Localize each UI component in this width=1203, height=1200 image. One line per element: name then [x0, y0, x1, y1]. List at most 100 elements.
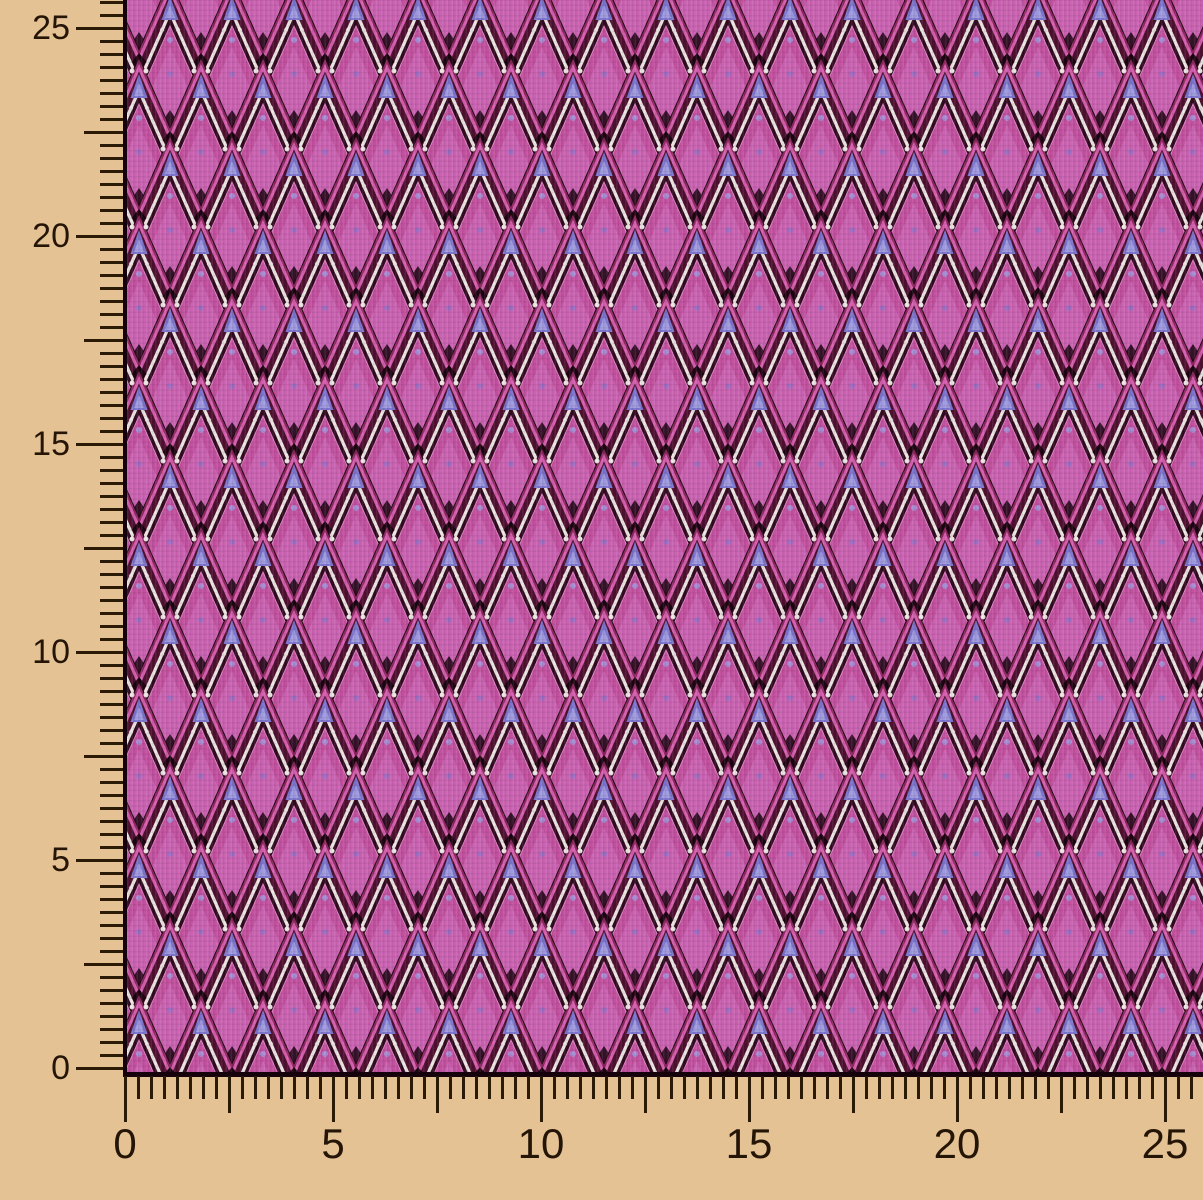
ruler-tick — [76, 234, 123, 238]
ruler-label: 10 — [517, 1120, 565, 1167]
ruler-tick — [357, 1076, 361, 1099]
ruler-tick — [100, 247, 123, 251]
ruler-tick — [799, 1076, 803, 1099]
ruler-tick — [100, 871, 123, 875]
ruler-tick — [100, 156, 123, 160]
ruler-tick — [708, 1076, 712, 1099]
ruler-tick — [578, 1076, 582, 1099]
ruler-tick — [994, 1076, 998, 1099]
ruler-tick — [188, 1076, 192, 1099]
ruler-tick — [100, 585, 123, 589]
fabric-swatch — [123, 0, 1203, 1077]
ruler-tick — [825, 1076, 829, 1099]
ruler-tick — [877, 1076, 881, 1099]
ruler-tick — [916, 1076, 920, 1099]
ruler-tick — [656, 1076, 660, 1099]
ruler-tick — [669, 1076, 673, 1099]
ruler-tick — [344, 1076, 348, 1099]
ruler-tick — [100, 637, 123, 641]
ruler-tick — [1072, 1076, 1076, 1099]
ruler-tick — [84, 130, 123, 134]
ruler-tick — [100, 65, 123, 69]
ruler-tick — [721, 1076, 725, 1099]
ruler-tick — [539, 1076, 543, 1122]
ruler-tick — [1176, 1076, 1180, 1099]
ruler-tick — [76, 26, 123, 30]
ruler-tick — [1150, 1076, 1154, 1099]
ruler-tick — [383, 1076, 387, 1099]
ruler-tick — [100, 91, 123, 95]
ruler-tick — [591, 1076, 595, 1099]
ruler-tick — [201, 1076, 205, 1099]
ruler-tick — [552, 1076, 556, 1099]
ruler-tick — [513, 1076, 517, 1099]
ruler-tick — [100, 312, 123, 316]
ruler-tick — [100, 884, 123, 888]
ruler-tick — [100, 416, 123, 420]
ruler-tick — [435, 1076, 439, 1113]
ruler-tick — [100, 988, 123, 992]
ruler-tick — [100, 351, 123, 355]
ruler-tick — [266, 1076, 270, 1099]
ruler-tick — [100, 936, 123, 940]
ruler-tick — [292, 1076, 296, 1099]
ruler-tick — [890, 1076, 894, 1099]
ruler-tick — [487, 1076, 491, 1099]
ruler-tick — [409, 1076, 413, 1099]
ruler-tick — [760, 1076, 764, 1099]
ruler-tick — [1046, 1076, 1050, 1099]
ruler-tick — [1163, 1076, 1167, 1122]
ruler-tick — [100, 728, 123, 732]
ruler-tick — [100, 403, 123, 407]
ruler-tick — [100, 169, 123, 173]
ruler-tick — [100, 273, 123, 277]
fabric-pattern-svg — [127, 0, 1203, 1072]
ruler-tick — [100, 364, 123, 368]
ruler-tick — [149, 1076, 153, 1099]
ruler-tick — [448, 1076, 452, 1099]
ruler-tick — [175, 1076, 179, 1099]
ruler-label: 25 — [32, 9, 70, 47]
ruler-tick — [1085, 1076, 1089, 1099]
ruler-label: 15 — [32, 425, 70, 463]
ruler-tick — [100, 195, 123, 199]
ruler-tick — [617, 1076, 621, 1099]
ruler-tick — [604, 1076, 608, 1099]
ruler-tick — [1111, 1076, 1115, 1099]
ruler-tick — [734, 1076, 738, 1099]
ruler-tick — [100, 520, 123, 524]
ruler-tick — [123, 1076, 127, 1122]
ruler-tick — [100, 429, 123, 433]
ruler-tick — [84, 962, 123, 966]
ruler-tick — [100, 390, 123, 394]
ruler-tick — [100, 689, 123, 693]
ruler-tick — [903, 1076, 907, 1099]
ruler-tick — [318, 1076, 322, 1099]
ruler-label: 20 — [32, 217, 70, 255]
ruler-tick — [100, 663, 123, 667]
ruler-tick — [812, 1076, 816, 1099]
ruler-tick — [1033, 1076, 1037, 1099]
ruler-tick — [100, 117, 123, 121]
ruler-tick — [100, 910, 123, 914]
ruler-tick — [474, 1076, 478, 1099]
ruler-tick — [76, 1066, 123, 1070]
ruler-label: 5 — [51, 841, 70, 879]
ruler-tick — [643, 1076, 647, 1113]
ruler-tick — [981, 1076, 985, 1099]
ruler-label: 10 — [32, 633, 70, 671]
ruler-tick — [100, 559, 123, 563]
ruler-tick — [331, 1076, 335, 1122]
ruler-tick — [100, 819, 123, 823]
ruler-tick — [370, 1076, 374, 1099]
ruler-tick — [100, 923, 123, 927]
ruler-tick — [565, 1076, 569, 1099]
ruler-tick — [1137, 1076, 1141, 1099]
ruler-tick — [100, 286, 123, 290]
ruler-tick — [100, 1001, 123, 1005]
ruler-tick — [526, 1076, 530, 1099]
ruler-tick — [214, 1076, 218, 1099]
ruler-tick — [100, 455, 123, 459]
ruler-label: 25 — [1141, 1120, 1189, 1167]
